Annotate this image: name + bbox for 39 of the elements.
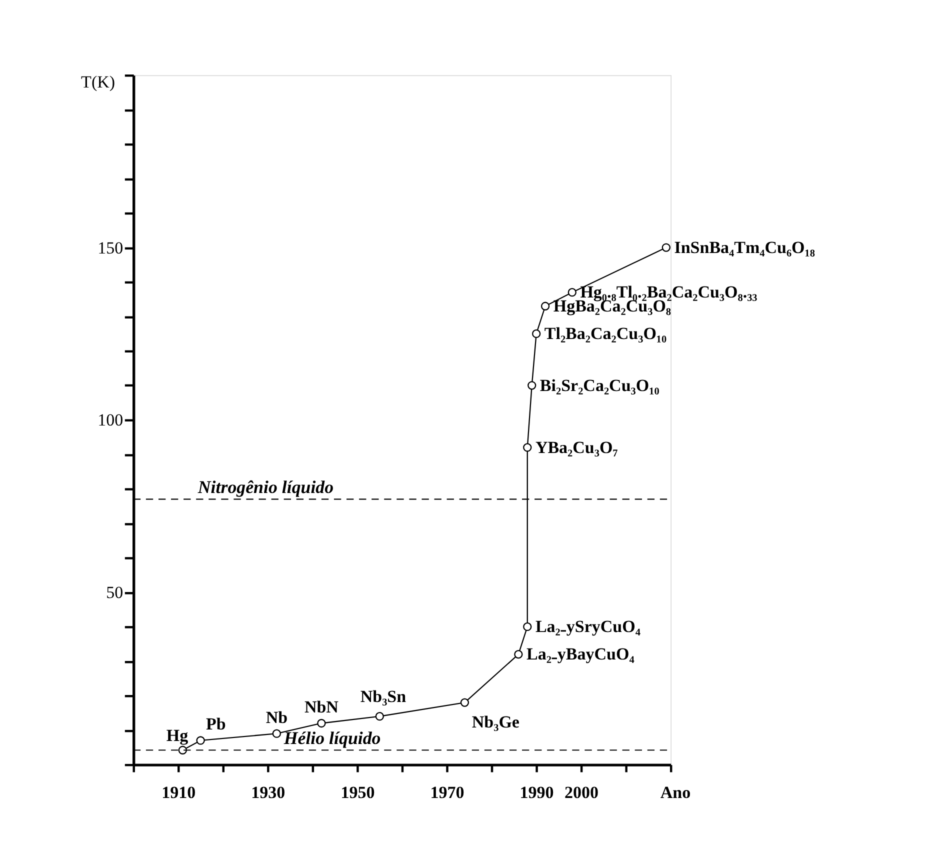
y-tick-label: 150: [98, 238, 124, 258]
point: [317, 718, 326, 728]
annotation: La₂₋yBayCuO₄: [526, 644, 634, 664]
x-tick-label: 1970: [430, 783, 464, 802]
point: [272, 729, 282, 738]
annotation: NbN: [304, 698, 340, 716]
point: [528, 381, 536, 390]
annotation: Hg: [166, 726, 189, 746]
annotation: Nb₃Sn: [360, 687, 407, 706]
x-tick-label: 1910: [162, 783, 196, 802]
point: [540, 302, 550, 310]
point: [523, 622, 532, 632]
point: [532, 329, 541, 338]
point: [662, 243, 670, 252]
point: [514, 650, 523, 659]
ref-line-label: Nitrogênio líquido: [196, 476, 334, 497]
annotation: Bi₂Sr₂Ca₂Cu₃O₁₀: [540, 376, 660, 395]
point: [523, 443, 532, 452]
annotation: YBa₂Cu₃O₇: [535, 438, 618, 457]
ref-line-label: Hélio líquido: [282, 728, 381, 748]
annotation: Nb₃Ge: [472, 712, 520, 732]
x-tick-label: 1930: [251, 783, 286, 802]
point: [375, 712, 384, 721]
x-tick-label: 2000: [564, 783, 599, 802]
annotation: Nb: [266, 708, 288, 727]
x-axis-title: Ano: [660, 783, 691, 802]
annotation: Tl₂Ba₂Ca₂Cu₃O₁₀: [544, 324, 667, 344]
point: [460, 698, 470, 707]
y-tick-label: 50: [106, 583, 124, 602]
annotation: La₂₋ySryCuO₄: [535, 617, 640, 636]
x-tick-label: 1950: [340, 783, 375, 802]
point: [568, 288, 576, 297]
point: [196, 736, 205, 745]
x-tick-label: 1990: [520, 783, 554, 802]
y-tick-label: 100: [98, 410, 124, 430]
annotation: InSnBa₄Tm₄Cu₆O₁₈: [674, 238, 815, 257]
annotation: Pb: [206, 714, 226, 734]
point: [178, 746, 187, 754]
y-axis-title: T(K): [81, 72, 116, 92]
